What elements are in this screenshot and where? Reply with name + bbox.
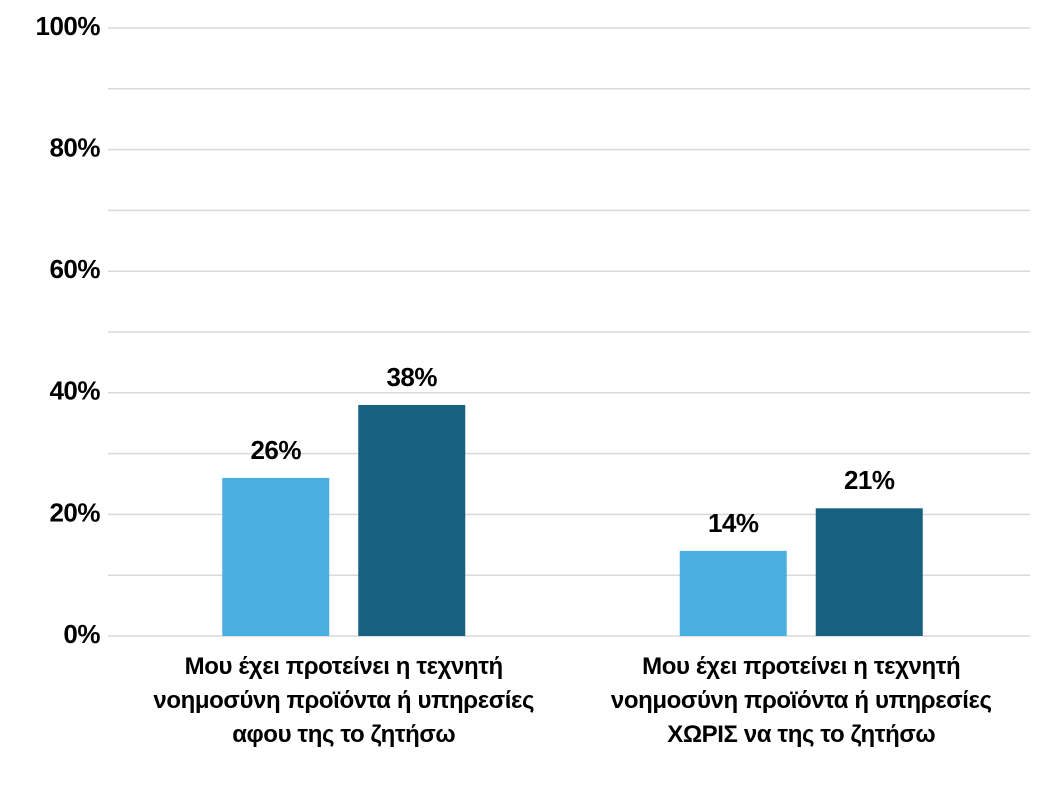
y-tick-label: 40%	[49, 376, 100, 406]
y-tick-label: 80%	[49, 132, 100, 162]
data-label: 14%	[708, 508, 759, 538]
bar	[679, 550, 787, 636]
x-tick-label: Μου έχει προτείνει η τεχνητή νοημοσύνη π…	[610, 653, 992, 748]
bar	[358, 404, 466, 636]
x-tick-label: Μου έχει προτείνει η τεχνητή νοημοσύνη π…	[153, 653, 535, 748]
y-tick-label: 0%	[63, 619, 100, 649]
data-label: 38%	[386, 362, 437, 392]
bar	[815, 508, 923, 636]
bar	[222, 477, 330, 636]
y-tick-label: 20%	[49, 497, 100, 527]
data-label: 26%	[250, 435, 301, 465]
y-tick-label: 60%	[49, 254, 100, 284]
data-label: 21%	[844, 465, 895, 495]
y-tick-label: 100%	[36, 11, 101, 41]
